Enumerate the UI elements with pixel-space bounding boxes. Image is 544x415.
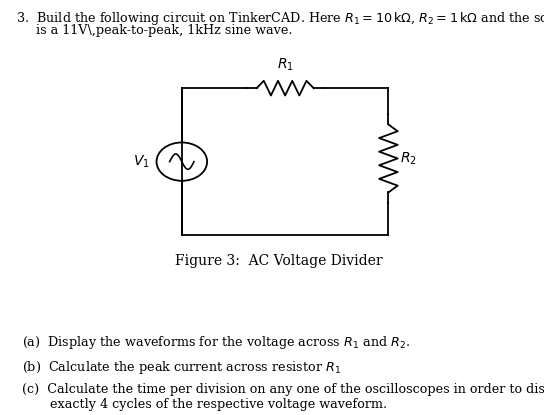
Text: (c)  Calculate the time per division on any one of the oscilloscopes in order to: (c) Calculate the time per division on a… [22, 383, 544, 395]
Text: exactly 4 cycles of the respective voltage waveform.: exactly 4 cycles of the respective volta… [22, 398, 387, 411]
Text: 3.  Build the following circuit on TinkerCAD. Here $R_1 = 10\,\mathrm{k}\Omega$,: 3. Build the following circuit on Tinker… [16, 10, 544, 27]
Text: Figure 3:  AC Voltage Divider: Figure 3: AC Voltage Divider [175, 254, 382, 268]
Text: (a)  Display the waveforms for the voltage across $R_1$ and $R_2$.: (a) Display the waveforms for the voltag… [22, 334, 410, 351]
Text: $R_1$: $R_1$ [277, 56, 294, 73]
Text: $R_2$: $R_2$ [400, 150, 417, 167]
Text: (b)  Calculate the peak current across resistor $R_1$: (b) Calculate the peak current across re… [22, 359, 341, 376]
Text: $V_1$: $V_1$ [133, 154, 150, 170]
Text: is a 11V\,peak-to-peak, 1kHz sine wave.: is a 11V\,peak-to-peak, 1kHz sine wave. [16, 24, 293, 37]
